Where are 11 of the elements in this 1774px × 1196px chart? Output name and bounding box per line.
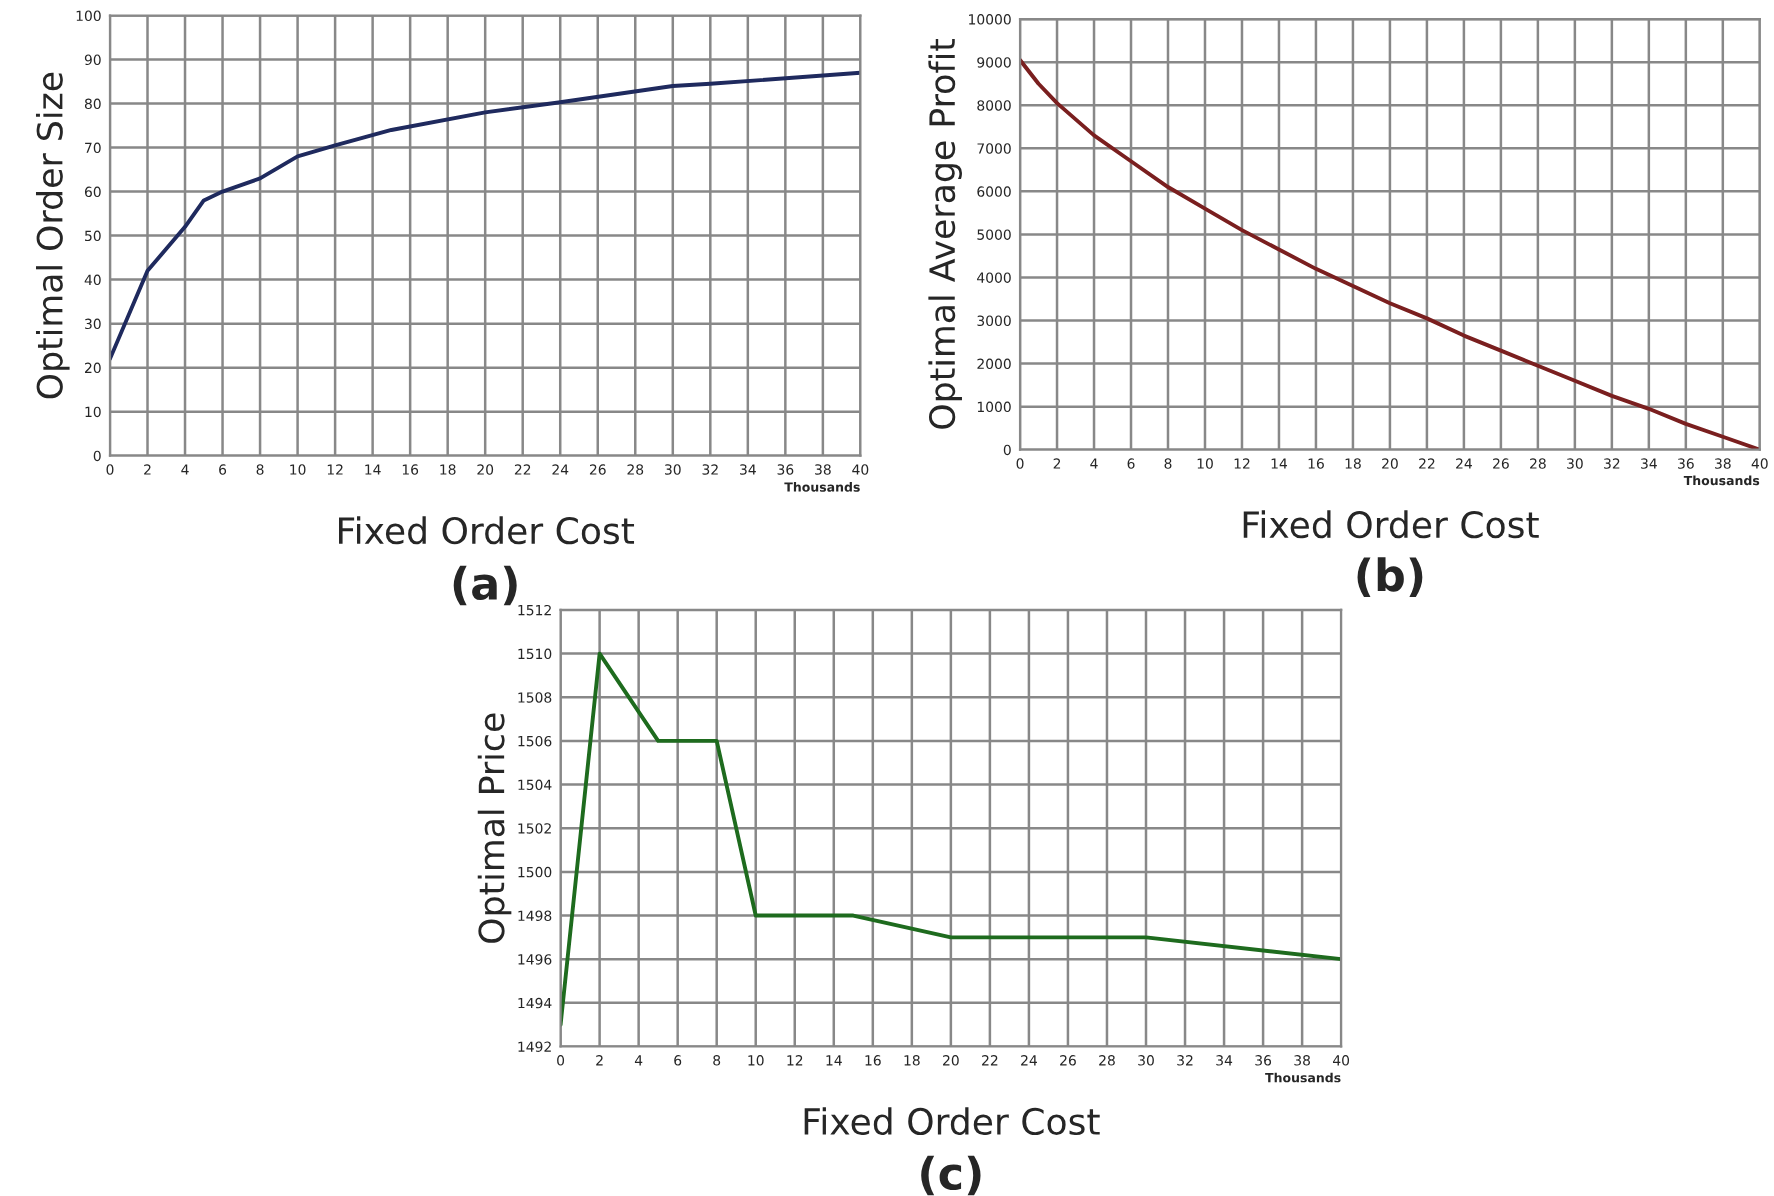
x-axis-title: Fixed Order Cost (339, 516, 635, 545)
text: (a) (453, 565, 517, 606)
line-series (560, 651, 1342, 1027)
line-series (109, 70, 861, 361)
y-axis-title: Optimal Order Size (35, 72, 70, 399)
y-axis-title: Optimal Average Profit (928, 38, 962, 429)
x-axis-title: Fixed Order Cost (804, 1107, 1100, 1136)
text: (b) (1357, 557, 1423, 597)
text: (c) (921, 1155, 981, 1196)
y-axis-title: Optimal Price (477, 713, 512, 943)
x-axis-title: Fixed Order Cost (1243, 510, 1539, 539)
